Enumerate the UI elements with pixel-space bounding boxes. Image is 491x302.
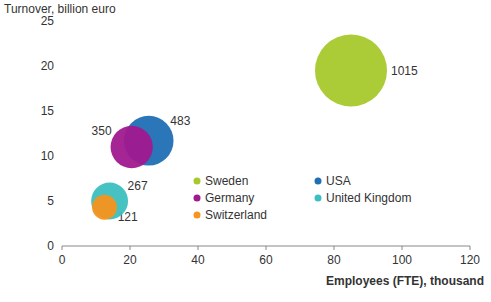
- x-tick-label: 100: [392, 253, 412, 267]
- legend-marker: [194, 212, 201, 219]
- x-tick-label: 80: [327, 253, 341, 267]
- x-tick: [62, 246, 63, 250]
- legend-label: Sweden: [205, 174, 248, 188]
- y-tick-label: 0: [47, 239, 54, 253]
- bubble: [111, 126, 153, 168]
- x-tick: [470, 246, 471, 250]
- x-tick-label: 120: [460, 253, 480, 267]
- y-tick-label: 20: [41, 59, 55, 73]
- x-tick: [266, 246, 267, 250]
- x-tick-label: 0: [59, 253, 66, 267]
- bubble: [92, 195, 117, 220]
- legend: Sweden USA Germany United Kingdom Switzerlan…: [194, 174, 412, 222]
- legend-marker: [194, 195, 201, 202]
- x-tick-label: 60: [259, 253, 273, 267]
- x-tick: [198, 246, 199, 250]
- x-tick: [130, 246, 131, 250]
- legend-marker: [315, 195, 322, 202]
- y-axis-title: Turnover, billion euro: [4, 2, 116, 16]
- legend-label: Germany: [205, 191, 254, 205]
- x-tick: [334, 246, 335, 250]
- legend-label: Switzerland: [205, 208, 267, 222]
- x-tick-label: 20: [123, 253, 137, 267]
- data-label: 483: [170, 114, 190, 128]
- y-tick-label: 15: [41, 104, 55, 118]
- x-axis-title: Employees (FTE), thousand: [326, 274, 484, 288]
- legend-label: USA: [326, 174, 351, 188]
- legend-marker: [315, 178, 322, 185]
- legend-marker: [194, 178, 201, 185]
- data-label: 267: [128, 179, 148, 193]
- y-tick-label: 5: [47, 194, 54, 208]
- y-tick-label: 25: [41, 14, 55, 28]
- x-tick-label: 40: [191, 253, 205, 267]
- chart: 0510152025020406080100120Turnover, billi…: [0, 0, 491, 302]
- bubble: [91, 183, 128, 220]
- legend-label: United Kingdom: [326, 191, 411, 205]
- data-label: 1015: [391, 64, 418, 78]
- data-label: 350: [92, 124, 112, 138]
- x-tick: [402, 246, 403, 250]
- y-tick-label: 10: [41, 149, 55, 163]
- bubble: [315, 35, 387, 107]
